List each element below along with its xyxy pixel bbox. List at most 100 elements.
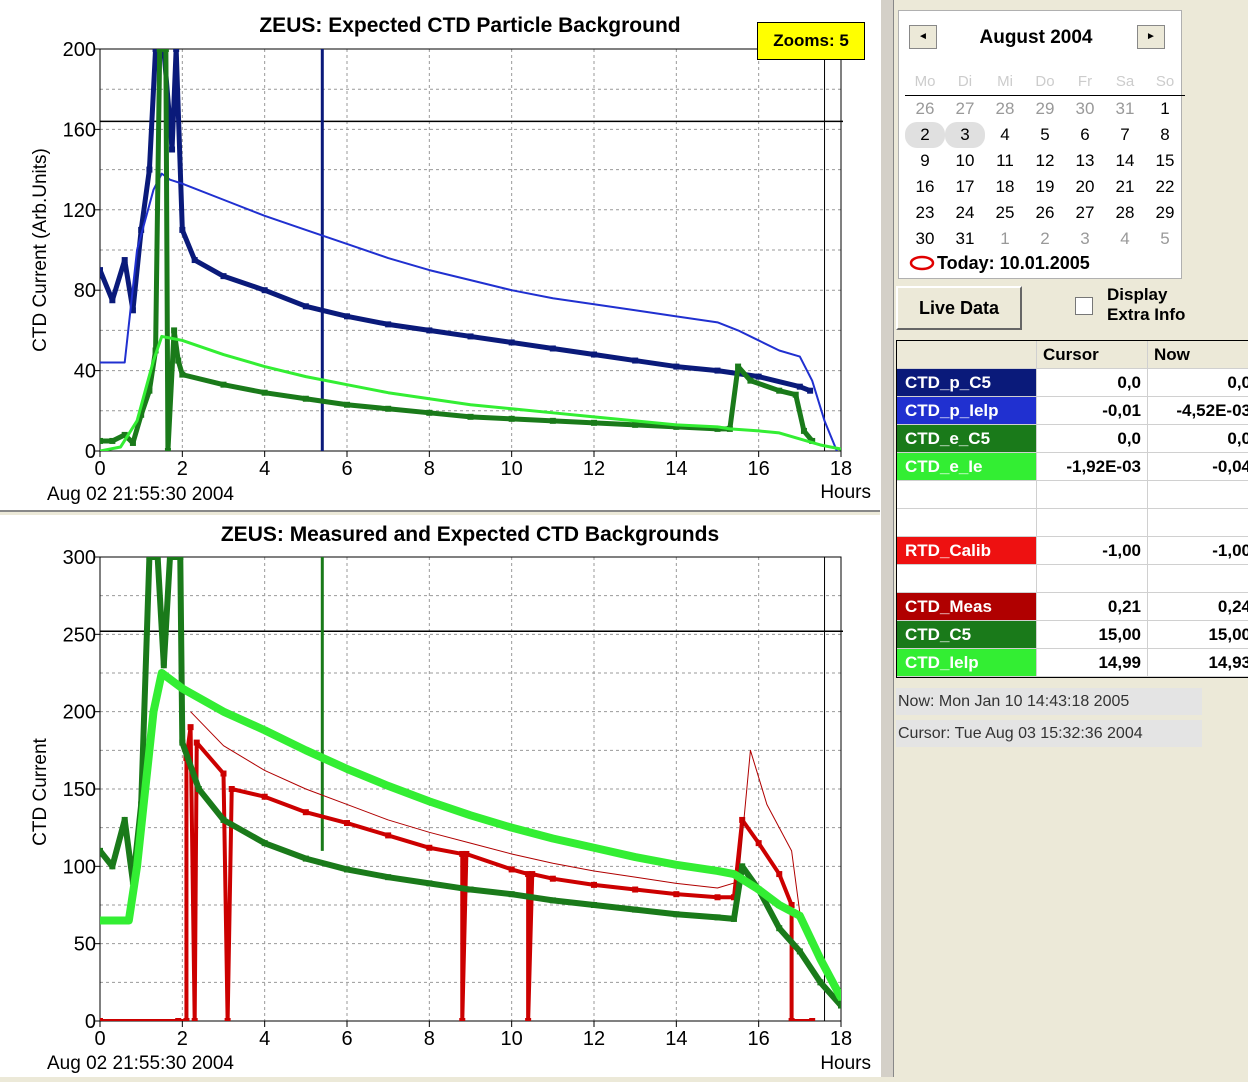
calendar-day[interactable]: 27 — [955, 99, 975, 118]
calendar-day[interactable]: 31 — [1115, 99, 1135, 118]
calendar-day[interactable]: 18 — [995, 177, 1015, 196]
bottom-point — [302, 809, 309, 816]
cursor-value-cell: 14,99 — [1037, 649, 1148, 676]
bottom-point — [228, 786, 235, 792]
calendar-day[interactable]: 30 — [1075, 99, 1095, 118]
calendar-day[interactable]: 25 — [995, 203, 1015, 222]
calendar-day[interactable]: 16 — [915, 177, 935, 196]
bottom-point — [776, 925, 783, 932]
panel-divider[interactable] — [880, 0, 894, 1077]
bottom-plot-area[interactable] — [97, 554, 844, 1024]
calendar-day[interactable]: 11 — [996, 151, 1014, 170]
top-x-tick-label: 12 — [583, 458, 605, 480]
top-x-tick-label: 18 — [830, 458, 852, 480]
top-plot-area[interactable] — [97, 46, 843, 454]
calendar-day[interactable]: 28 — [995, 99, 1015, 118]
bottom-series-ctd-meas-ref — [190, 711, 801, 913]
prev-month-button[interactable]: ◄ — [909, 25, 937, 49]
cursor-value-cell — [1037, 509, 1148, 536]
calendar-grid[interactable]: Mo Di Mi Do Fr Sa So 26 27 28 29 30 31 1 2 3 4 5 6 7 8 9 10 11 1… — [905, 69, 1185, 252]
bottom-point — [463, 850, 470, 857]
top-series-group — [100, 49, 841, 451]
top-point — [344, 313, 350, 320]
bottom-chart-plot[interactable]: CTD Current Aug 02 21:55:30 2004 Hours 0… — [0, 515, 880, 1077]
calendar-day[interactable]: 6 — [1080, 125, 1090, 144]
calendar-day[interactable]: 7 — [1120, 125, 1130, 144]
calendar-weekday: Mo — [914, 73, 936, 90]
bottom-start-label: Aug 02 21:55:30 2004 — [47, 1053, 234, 1074]
calendar-day[interactable]: 5 — [1160, 229, 1170, 248]
table-row — [897, 481, 1248, 509]
bottom-point — [220, 770, 227, 777]
top-point — [747, 377, 754, 384]
calendar-day[interactable]: 4 — [1120, 229, 1130, 248]
calendar-day[interactable]: 8 — [1160, 125, 1170, 144]
calendar-today[interactable]: Today: 10.01.2005 — [909, 253, 1090, 274]
display-extra-info-checkbox[interactable] — [1075, 297, 1093, 315]
bottom-point — [467, 886, 474, 893]
top-y-tick-label: 200 — [63, 39, 96, 61]
calendar[interactable]: ◄ August 2004 ► Mo Di Mi Do Fr Sa So 26 27 28 29 30… — [898, 10, 1185, 279]
bottom-point — [154, 557, 161, 560]
bottom-point — [525, 1018, 532, 1021]
bottom-x-tick-label: 2 — [177, 1028, 188, 1050]
bottom-point — [817, 979, 824, 986]
calendar-day[interactable]: 5 — [1040, 125, 1050, 144]
calendar-day[interactable]: 3 — [1080, 229, 1090, 248]
now-value-cell: -0,04 — [1212, 457, 1248, 476]
calendar-day[interactable]: 24 — [955, 203, 975, 222]
table-header-name — [897, 341, 1037, 368]
calendar-day[interactable]: 2 — [905, 122, 945, 148]
top-point — [385, 321, 392, 328]
calendar-day[interactable]: 1 — [1160, 99, 1170, 118]
calendar-day[interactable]: 31 — [955, 229, 975, 248]
calendar-day[interactable]: 21 — [1115, 177, 1135, 196]
top-point — [129, 439, 136, 446]
top-chart-panel[interactable]: ZEUS: Expected CTD Particle Background Z… — [0, 0, 880, 512]
calendar-day[interactable]: 9 — [920, 151, 930, 170]
calendar-day[interactable]: 12 — [1035, 151, 1055, 170]
bottom-point — [302, 855, 309, 862]
top-chart-plot[interactable]: CTD Current (Arb.Units) Aug 02 21:55:30 … — [0, 0, 880, 510]
calendar-day[interactable]: 13 — [1075, 151, 1095, 170]
calendar-day[interactable]: 27 — [1075, 203, 1095, 222]
table-header-row: Cursor Now — [897, 341, 1248, 369]
bottom-point — [739, 863, 746, 870]
calendar-day[interactable]: 22 — [1155, 177, 1175, 196]
calendar-day[interactable]: 29 — [1035, 99, 1055, 118]
calendar-day[interactable]: 2 — [1040, 229, 1050, 248]
calendar-day[interactable]: 20 — [1075, 177, 1095, 196]
calendar-day[interactable]: 14 — [1115, 151, 1135, 170]
calendar-day[interactable]: 26 — [915, 99, 935, 118]
calendar-day[interactable]: 29 — [1155, 203, 1175, 222]
status-now: Now: Mon Jan 10 14:43:18 2005 — [896, 688, 1202, 715]
calendar-day[interactable]: 17 — [955, 177, 975, 196]
calendar-day[interactable]: 26 — [1035, 203, 1055, 222]
calendar-day[interactable]: 30 — [915, 229, 935, 248]
calendar-weekday: Mi — [997, 73, 1013, 90]
calendar-day[interactable]: 23 — [915, 203, 935, 222]
bottom-point — [302, 747, 309, 754]
calendar-day[interactable]: 4 — [1000, 125, 1010, 144]
calendar-day[interactable]: 10 — [955, 151, 975, 170]
top-frame — [99, 48, 842, 452]
live-data-button[interactable]: Live Data — [896, 286, 1022, 330]
bottom-x-tick-label: 18 — [830, 1028, 852, 1050]
calendar-day[interactable]: 19 — [1035, 177, 1055, 196]
next-month-button[interactable]: ► — [1137, 25, 1165, 49]
bottom-point — [426, 880, 433, 887]
top-x-tick-label: 16 — [748, 458, 770, 480]
bottom-y-tick-label: 0 — [85, 1011, 96, 1033]
top-point — [426, 409, 433, 416]
top-point — [138, 411, 145, 418]
bottom-y-tick-label: 150 — [63, 779, 96, 801]
calendar-day[interactable]: 28 — [1115, 203, 1135, 222]
calendar-day[interactable]: 15 — [1155, 151, 1175, 170]
top-series-ctd-p-c5 — [100, 49, 812, 394]
bottom-chart-panel[interactable]: ZEUS: Measured and Expected CTD Backgrou… — [0, 515, 880, 1077]
bottom-point — [788, 1018, 795, 1021]
bottom-point — [109, 863, 116, 870]
bottom-point — [529, 871, 536, 878]
calendar-day[interactable]: 1 — [1000, 229, 1010, 248]
calendar-day[interactable]: 3 — [945, 122, 985, 148]
